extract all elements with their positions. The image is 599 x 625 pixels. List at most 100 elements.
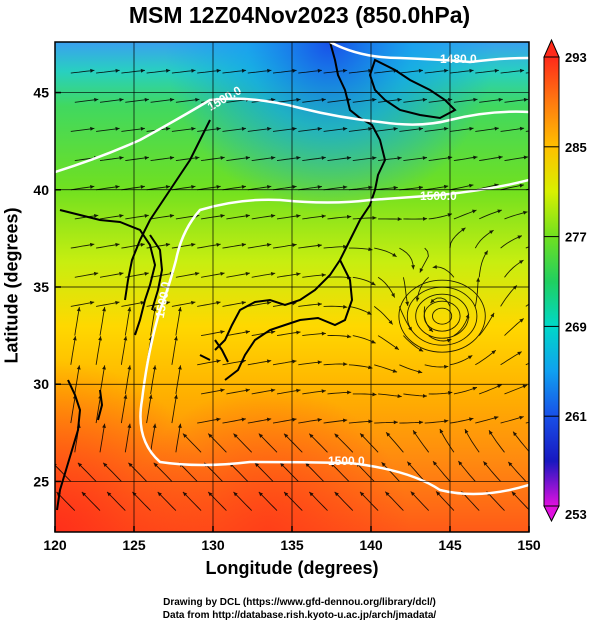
- streamline-arrowhead: [317, 185, 322, 189]
- streamline: [258, 433, 278, 453]
- streamline-arrowhead: [72, 336, 77, 341]
- streamline-arrowhead: [342, 126, 348, 131]
- streamline-arrowhead: [497, 384, 502, 389]
- streamline-arrowhead: [411, 265, 416, 270]
- streamline: [453, 386, 478, 395]
- streamline: [432, 460, 451, 482]
- streamline: [334, 433, 354, 453]
- streamline-arrowhead: [368, 126, 373, 131]
- streamline-arrowhead: [119, 213, 124, 218]
- streamline-arrowhead: [169, 155, 175, 160]
- streamline-arrowhead: [444, 364, 449, 369]
- streamline-arrowhead: [144, 271, 149, 276]
- streamline: [348, 305, 372, 315]
- streamline: [334, 491, 354, 511]
- streamline-arrowhead: [407, 461, 412, 467]
- streamline-arrowhead: [467, 355, 473, 360]
- streamline-arrowhead: [296, 97, 301, 102]
- colorbar-tick-label: 253: [565, 507, 587, 522]
- streamline-arrowhead: [220, 271, 225, 276]
- streamline: [352, 276, 376, 286]
- streamline-arrowhead: [165, 184, 171, 189]
- streamline: [475, 349, 497, 366]
- streamline-arrowhead: [103, 462, 108, 468]
- streamline: [507, 461, 527, 482]
- streamline: [435, 491, 455, 511]
- streamline: [124, 306, 131, 336]
- streamline-arrowhead: [321, 156, 326, 160]
- streamline-arrowhead: [157, 491, 162, 497]
- streamline-arrowhead: [488, 430, 493, 435]
- streamline: [74, 365, 80, 394]
- streamline-arrowhead: [334, 433, 339, 438]
- streamline-arrowhead: [410, 491, 415, 496]
- streamline-arrowhead: [107, 491, 112, 497]
- colorbar-tick-label: 277: [565, 230, 587, 245]
- streamline-arrowhead: [439, 428, 444, 434]
- streamline-arrowhead: [258, 433, 264, 438]
- streamline: [175, 306, 181, 336]
- streamline-arrowhead: [413, 430, 417, 435]
- streamline-arrowhead: [254, 462, 260, 468]
- y-tick-label: 35: [33, 279, 49, 295]
- streamline: [70, 394, 76, 424]
- streamline-arrowhead: [81, 491, 87, 497]
- streamline: [384, 491, 404, 511]
- streamline-arrowhead: [388, 320, 393, 325]
- streamline-arrowhead: [296, 388, 301, 393]
- streamline-arrowhead: [140, 184, 145, 189]
- streamline-arrowhead: [343, 244, 348, 249]
- streamline-arrowhead: [128, 462, 133, 468]
- streamline-arrowhead: [173, 336, 178, 341]
- y-axis-label: Latitude (degrees): [1, 207, 22, 364]
- streamline-arrowhead: [165, 126, 171, 131]
- streamline-arrowhead: [102, 307, 106, 312]
- streamline: [153, 462, 173, 482]
- streamline-arrowhead: [127, 307, 132, 312]
- cyclone-ring: [415, 293, 469, 339]
- colorbar-tick-label: 293: [565, 50, 587, 65]
- streamline-arrowhead: [394, 345, 399, 350]
- streamline: [406, 461, 426, 482]
- streamline-arrowhead: [292, 359, 297, 364]
- streamline: [233, 433, 253, 453]
- streamline-arrowhead: [368, 68, 373, 73]
- streamline-arrowhead: [392, 368, 398, 373]
- streamline: [478, 250, 489, 278]
- streamline-arrowhead: [169, 97, 175, 102]
- streamline-arrowhead: [432, 264, 438, 269]
- streamline-arrowhead: [216, 242, 221, 247]
- streamline-arrowhead: [292, 68, 297, 73]
- streamline-arrowhead: [245, 330, 250, 334]
- streamline-arrowhead: [476, 277, 481, 282]
- streamline-arrowhead: [266, 301, 272, 305]
- streamline: [410, 491, 430, 511]
- streamline-arrowhead: [422, 216, 428, 221]
- streamline-arrowhead: [360, 433, 365, 438]
- streamline-arrowhead: [140, 68, 145, 73]
- streamline-arrowhead: [284, 491, 289, 497]
- streamline-arrowhead: [177, 423, 182, 428]
- streamline-arrowhead: [461, 227, 466, 232]
- streamline: [399, 247, 414, 270]
- streamline: [182, 491, 202, 511]
- streamline-arrowhead: [241, 242, 246, 247]
- streamline: [486, 491, 505, 511]
- streamline-arrowhead: [266, 417, 272, 422]
- streamline-arrowhead: [368, 419, 373, 424]
- streamline-arrowhead: [472, 386, 478, 391]
- streamline-arrowhead: [508, 461, 513, 467]
- streamline-arrowhead: [422, 393, 428, 398]
- streamline: [308, 433, 328, 453]
- streamline-arrowhead: [517, 235, 522, 240]
- streamline-arrowhead: [519, 260, 524, 264]
- streamline: [488, 430, 505, 453]
- streamline-arrowhead: [245, 213, 250, 218]
- streamline-arrowhead: [258, 491, 264, 497]
- streamline-arrowhead: [241, 126, 247, 131]
- streamline: [207, 491, 227, 511]
- streamline-arrowhead: [123, 394, 128, 399]
- y-tick-label: 40: [33, 182, 49, 198]
- streamline-arrowhead: [216, 68, 221, 73]
- streamline: [128, 462, 147, 482]
